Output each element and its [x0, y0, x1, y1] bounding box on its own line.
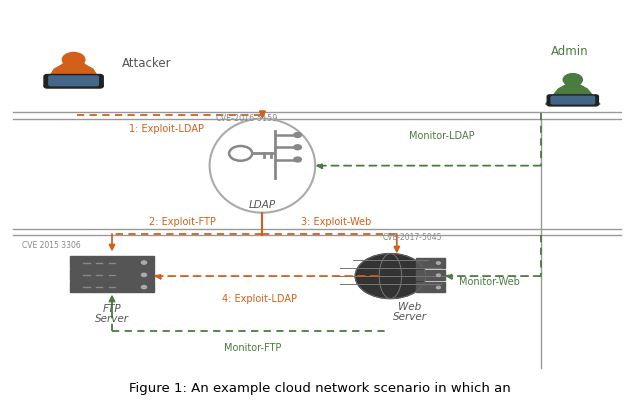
Circle shape — [294, 133, 301, 137]
Text: 3: Exploit-Web: 3: Exploit-Web — [301, 217, 371, 227]
Circle shape — [294, 145, 301, 150]
Text: Figure 1: An example cloud network scenario in which an: Figure 1: An example cloud network scena… — [129, 382, 511, 395]
Circle shape — [141, 261, 147, 264]
FancyBboxPatch shape — [70, 281, 154, 292]
Text: Monitor-LDAP: Monitor-LDAP — [409, 131, 474, 141]
FancyBboxPatch shape — [44, 74, 103, 88]
Text: LDAP: LDAP — [249, 200, 276, 209]
Circle shape — [563, 74, 582, 86]
Circle shape — [62, 52, 85, 67]
FancyBboxPatch shape — [416, 258, 445, 268]
Text: Web: Web — [398, 302, 421, 312]
Text: CVE-2016-5159: CVE-2016-5159 — [215, 114, 278, 123]
Text: CVE-2017-5045: CVE-2017-5045 — [383, 233, 442, 242]
Polygon shape — [545, 83, 600, 104]
Circle shape — [355, 254, 426, 299]
Text: Server: Server — [95, 314, 129, 324]
Circle shape — [294, 157, 301, 162]
FancyBboxPatch shape — [70, 269, 154, 280]
Text: Server: Server — [392, 312, 427, 322]
Text: 2: Exploit-FTP: 2: Exploit-FTP — [149, 217, 216, 227]
Ellipse shape — [209, 119, 315, 213]
Circle shape — [436, 262, 440, 264]
Text: FTP: FTP — [102, 304, 122, 314]
Text: 1: Exploit-LDAP: 1: Exploit-LDAP — [129, 124, 204, 134]
FancyBboxPatch shape — [70, 256, 154, 268]
Text: Attacker: Attacker — [122, 57, 172, 70]
FancyBboxPatch shape — [551, 97, 595, 104]
Text: Admin: Admin — [551, 45, 588, 58]
Circle shape — [141, 273, 147, 276]
Circle shape — [436, 274, 440, 276]
FancyBboxPatch shape — [547, 95, 598, 106]
Circle shape — [141, 285, 147, 289]
Text: CVE 2015 3306: CVE 2015 3306 — [22, 241, 81, 250]
Polygon shape — [60, 54, 87, 67]
FancyBboxPatch shape — [49, 76, 99, 85]
Text: Monitor-FTP: Monitor-FTP — [224, 344, 282, 353]
FancyBboxPatch shape — [416, 270, 445, 280]
Polygon shape — [44, 61, 104, 86]
Circle shape — [436, 286, 440, 289]
FancyBboxPatch shape — [416, 282, 445, 292]
Text: 4: Exploit-LDAP: 4: Exploit-LDAP — [221, 294, 297, 304]
Text: Monitor-Web: Monitor-Web — [459, 277, 520, 287]
